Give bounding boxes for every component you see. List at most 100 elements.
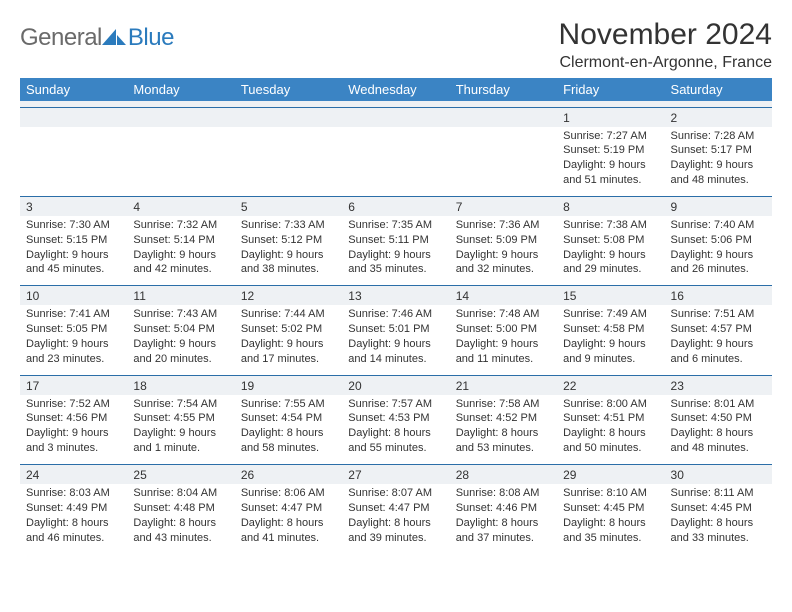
sunrise-text: Sunrise: 7:54 AM: [133, 397, 228, 412]
sunset-text: Sunset: 5:04 PM: [133, 322, 228, 337]
daylight-text: Daylight: 8 hours and 41 minutes.: [241, 516, 336, 546]
day-detail: Sunrise: 7:32 AMSunset: 5:14 PMDaylight:…: [127, 216, 234, 286]
daylight-text: Daylight: 9 hours and 1 minute.: [133, 426, 228, 456]
day-detail: Sunrise: 8:01 AMSunset: 4:50 PMDaylight:…: [665, 395, 772, 465]
day-detail: [450, 127, 557, 197]
day-detail: [235, 127, 342, 197]
sunset-text: Sunset: 5:06 PM: [671, 233, 766, 248]
day-number: 9: [665, 196, 772, 216]
day-number: [127, 107, 234, 127]
daylight-text: Daylight: 8 hours and 46 minutes.: [26, 516, 121, 546]
sunrise-text: Sunrise: 7:51 AM: [671, 307, 766, 322]
day-number: 10: [20, 286, 127, 306]
sunrise-text: Sunrise: 7:49 AM: [563, 307, 658, 322]
daylight-text: Daylight: 9 hours and 11 minutes.: [456, 337, 551, 367]
calendar-table: Sunday Monday Tuesday Wednesday Thursday…: [20, 78, 772, 553]
day-detail: Sunrise: 7:44 AMSunset: 5:02 PMDaylight:…: [235, 305, 342, 375]
sunrise-text: Sunrise: 7:32 AM: [133, 218, 228, 233]
sunset-text: Sunset: 5:17 PM: [671, 143, 766, 158]
day-detail: Sunrise: 8:00 AMSunset: 4:51 PMDaylight:…: [557, 395, 664, 465]
detail-row: Sunrise: 7:30 AMSunset: 5:15 PMDaylight:…: [20, 216, 772, 286]
sunset-text: Sunset: 4:57 PM: [671, 322, 766, 337]
day-detail: Sunrise: 7:58 AMSunset: 4:52 PMDaylight:…: [450, 395, 557, 465]
calendar-page: General Blue November 2024 Clermont-en-A…: [0, 0, 792, 563]
daynum-row: 24252627282930: [20, 465, 772, 485]
sunset-text: Sunset: 4:54 PM: [241, 411, 336, 426]
sunset-text: Sunset: 4:53 PM: [348, 411, 443, 426]
day-number: 16: [665, 286, 772, 306]
daylight-text: Daylight: 8 hours and 53 minutes.: [456, 426, 551, 456]
sunset-text: Sunset: 4:52 PM: [456, 411, 551, 426]
daylight-text: Daylight: 9 hours and 17 minutes.: [241, 337, 336, 367]
day-detail: [127, 127, 234, 197]
daylight-text: Daylight: 9 hours and 29 minutes.: [563, 248, 658, 278]
day-number: 12: [235, 286, 342, 306]
day-detail: Sunrise: 7:28 AMSunset: 5:17 PMDaylight:…: [665, 127, 772, 197]
daylight-text: Daylight: 9 hours and 42 minutes.: [133, 248, 228, 278]
sunrise-text: Sunrise: 7:33 AM: [241, 218, 336, 233]
day-detail: Sunrise: 8:08 AMSunset: 4:46 PMDaylight:…: [450, 484, 557, 553]
day-number: 29: [557, 465, 664, 485]
day-detail: Sunrise: 7:30 AMSunset: 5:15 PMDaylight:…: [20, 216, 127, 286]
sunrise-text: Sunrise: 7:57 AM: [348, 397, 443, 412]
detail-row: Sunrise: 7:27 AMSunset: 5:19 PMDaylight:…: [20, 127, 772, 197]
daylight-text: Daylight: 8 hours and 43 minutes.: [133, 516, 228, 546]
daylight-text: Daylight: 9 hours and 45 minutes.: [26, 248, 121, 278]
sunrise-text: Sunrise: 8:11 AM: [671, 486, 766, 501]
sunrise-text: Sunrise: 7:28 AM: [671, 129, 766, 144]
sunset-text: Sunset: 4:48 PM: [133, 501, 228, 516]
sunset-text: Sunset: 4:50 PM: [671, 411, 766, 426]
sunrise-text: Sunrise: 7:38 AM: [563, 218, 658, 233]
sunrise-text: Sunrise: 7:48 AM: [456, 307, 551, 322]
day-detail: [342, 127, 449, 197]
daylight-text: Daylight: 9 hours and 20 minutes.: [133, 337, 228, 367]
sunrise-text: Sunrise: 8:06 AM: [241, 486, 336, 501]
day-header: Thursday: [450, 78, 557, 101]
day-detail: Sunrise: 7:35 AMSunset: 5:11 PMDaylight:…: [342, 216, 449, 286]
daylight-text: Daylight: 9 hours and 3 minutes.: [26, 426, 121, 456]
day-detail: Sunrise: 7:38 AMSunset: 5:08 PMDaylight:…: [557, 216, 664, 286]
logo: General Blue: [20, 24, 174, 52]
day-header: Saturday: [665, 78, 772, 101]
sunset-text: Sunset: 4:49 PM: [26, 501, 121, 516]
day-detail: Sunrise: 7:55 AMSunset: 4:54 PMDaylight:…: [235, 395, 342, 465]
day-number: [235, 107, 342, 127]
day-detail: Sunrise: 7:41 AMSunset: 5:05 PMDaylight:…: [20, 305, 127, 375]
daylight-text: Daylight: 9 hours and 14 minutes.: [348, 337, 443, 367]
sunrise-text: Sunrise: 8:08 AM: [456, 486, 551, 501]
sunrise-text: Sunrise: 8:01 AM: [671, 397, 766, 412]
logo-text-blue: Blue: [128, 24, 174, 52]
sunset-text: Sunset: 4:55 PM: [133, 411, 228, 426]
day-number: 4: [127, 196, 234, 216]
sunrise-text: Sunrise: 8:07 AM: [348, 486, 443, 501]
sunset-text: Sunset: 5:11 PM: [348, 233, 443, 248]
sunset-text: Sunset: 5:14 PM: [133, 233, 228, 248]
sunrise-text: Sunrise: 7:40 AM: [671, 218, 766, 233]
calendar-body: 12 Sunrise: 7:27 AMSunset: 5:19 PMDaylig…: [20, 107, 772, 553]
detail-row: Sunrise: 7:41 AMSunset: 5:05 PMDaylight:…: [20, 305, 772, 375]
sunrise-text: Sunrise: 8:10 AM: [563, 486, 658, 501]
day-detail: Sunrise: 7:54 AMSunset: 4:55 PMDaylight:…: [127, 395, 234, 465]
daylight-text: Daylight: 8 hours and 37 minutes.: [456, 516, 551, 546]
day-number: 1: [557, 107, 664, 127]
day-number: 18: [127, 375, 234, 395]
daylight-text: Daylight: 9 hours and 26 minutes.: [671, 248, 766, 278]
day-number: [342, 107, 449, 127]
triangle-icon: [102, 29, 126, 47]
sunset-text: Sunset: 4:47 PM: [241, 501, 336, 516]
day-number: 2: [665, 107, 772, 127]
sunset-text: Sunset: 5:01 PM: [348, 322, 443, 337]
day-number: 30: [665, 465, 772, 485]
day-number: 23: [665, 375, 772, 395]
day-detail: Sunrise: 7:48 AMSunset: 5:00 PMDaylight:…: [450, 305, 557, 375]
sunrise-text: Sunrise: 8:03 AM: [26, 486, 121, 501]
day-detail: Sunrise: 7:36 AMSunset: 5:09 PMDaylight:…: [450, 216, 557, 286]
daylight-text: Daylight: 9 hours and 51 minutes.: [563, 158, 658, 188]
sunset-text: Sunset: 5:12 PM: [241, 233, 336, 248]
day-number: 15: [557, 286, 664, 306]
day-header: Wednesday: [342, 78, 449, 101]
day-number: 14: [450, 286, 557, 306]
sunset-text: Sunset: 4:58 PM: [563, 322, 658, 337]
day-number: 5: [235, 196, 342, 216]
day-number: 22: [557, 375, 664, 395]
